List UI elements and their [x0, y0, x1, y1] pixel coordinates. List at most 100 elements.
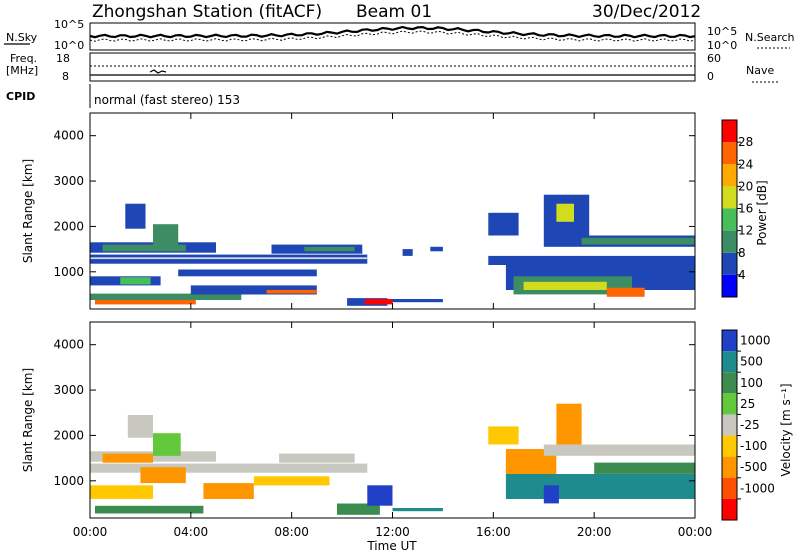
- nave-label: Nave: [746, 64, 774, 77]
- noise-tick-lo-left: 10^0: [54, 39, 84, 52]
- velocity-colorbar-band: [722, 477, 737, 499]
- power-patch: [90, 293, 242, 300]
- power-patch: [606, 287, 645, 297]
- freq-unit-label: [MHz]: [6, 64, 38, 77]
- power-colorbar: 4 8 12 16 20 24 28: [721, 119, 753, 298]
- velocity-xtick-label: 08:00: [274, 525, 309, 539]
- velocity-xtick-label: 04:00: [174, 525, 209, 539]
- power-colorbar-tick-label: 16: [738, 202, 753, 216]
- power-colorbar-tick-label: 4: [738, 268, 746, 282]
- power-colorbar-band: [722, 252, 737, 275]
- velocity-patch: [556, 403, 582, 445]
- power-patch: [125, 203, 146, 229]
- velocity-colorbar: 1000 500 100 25 -25 -100 -500 -1000: [721, 329, 775, 521]
- velocity-patch: [90, 463, 368, 473]
- velocity-colorbar-band: [722, 414, 737, 436]
- noise-sky-line: [89, 25, 696, 39]
- power-colorbar-tick-label: 20: [738, 179, 753, 193]
- velocity-colorbar-label: Velocity [m s⁻¹]: [779, 383, 793, 476]
- noise-panel: N.Sky 10^5 10^0 10^5 10^0 N.Search: [4, 18, 795, 52]
- velocity-patch: [90, 485, 153, 499]
- velocity-panel: 1000 2000 3000 4000 00:00 04:00 08:00 12:00 16:…: [21, 321, 713, 553]
- velocity-patch: [505, 474, 695, 499]
- power-colorbar-tick-label: 28: [738, 135, 753, 149]
- velocity-colorbar-band: [722, 393, 737, 415]
- nsearch-label: N.Search: [745, 31, 795, 44]
- velocity-colorbar-tick-label: 500: [740, 355, 763, 369]
- freq-panel-frame: [89, 52, 696, 82]
- power-patch: [488, 255, 695, 265]
- power-colorbar-band: [722, 120, 737, 143]
- power-ytick-label: 2000: [53, 219, 84, 233]
- power-colorbar-tick-label: 8: [738, 246, 746, 260]
- cpid-text: normal (fast stereo) 153: [94, 93, 240, 107]
- velocity-patch: [594, 462, 695, 474]
- velocity-patch: [543, 444, 696, 456]
- power-patch: [556, 203, 574, 222]
- velocity-colorbar-frame: [721, 329, 738, 521]
- power-patch: [304, 246, 355, 252]
- power-patch: [190, 285, 317, 295]
- velocity-patch: [102, 453, 153, 463]
- nave-tick-hi: 60: [707, 52, 721, 65]
- freq-tick-hi: 18: [56, 52, 70, 65]
- power-colorbar-tick-label: 24: [738, 157, 753, 171]
- power-colorbar-band: [722, 230, 737, 253]
- velocity-yticks: 1000 2000 3000 4000: [53, 338, 695, 488]
- nave-tick-lo: 0: [707, 70, 714, 83]
- velocity-colorbar-tick-label: -1000: [740, 481, 775, 495]
- velocity-colorbar-band: [722, 372, 737, 394]
- power-patch: [402, 249, 413, 256]
- velocity-xtick-label: 16:00: [476, 525, 511, 539]
- power-ytick-label: 3000: [53, 174, 84, 188]
- velocity-patch: [279, 453, 355, 463]
- velocity-ytick-label: 2000: [53, 428, 84, 442]
- power-patch: [95, 299, 196, 305]
- velocity-patch: [367, 485, 393, 506]
- velocity-patch: [543, 485, 559, 504]
- velocity-patch: [488, 426, 519, 445]
- nsky-label: N.Sky: [6, 31, 38, 44]
- power-colorbar-band: [722, 274, 737, 297]
- power-patches: [90, 194, 696, 306]
- velocity-patch: [140, 467, 186, 484]
- velocity-colorbar-band: [722, 456, 737, 478]
- velocity-ytick-label: 1000: [53, 474, 84, 488]
- velocity-patch: [95, 505, 204, 514]
- power-ylabel: Slant Range [km]: [21, 159, 35, 263]
- freq-label: Freq.: [10, 52, 37, 65]
- velocity-patch: [392, 508, 443, 512]
- velocity-ytick-label: 4000: [53, 338, 84, 352]
- power-ytick-label: 1000: [53, 265, 84, 279]
- power-patch: [581, 237, 695, 245]
- velocity-colorbar-band: [722, 435, 737, 457]
- velocity-colorbar-band: [722, 330, 737, 352]
- velocity-patch: [153, 433, 181, 456]
- noise-search-line: [89, 30, 696, 42]
- power-patch: [488, 212, 519, 236]
- velocity-xtick-label: 00:00: [73, 525, 108, 539]
- power-patch: [178, 269, 317, 277]
- power-patch: [392, 299, 443, 303]
- power-colorbar-label: Power [dB]: [755, 180, 769, 245]
- velocity-colorbar-tick-label: -500: [740, 460, 767, 474]
- power-colorbar-tick-label: 12: [738, 224, 753, 238]
- velocity-colorbar-tick-label: 25: [740, 397, 755, 411]
- velocity-patch: [253, 476, 330, 486]
- power-yticks: 1000 2000 3000 4000: [53, 129, 695, 279]
- beam-title: Beam 01: [356, 2, 432, 22]
- power-patch: [430, 246, 443, 252]
- velocity-xtick-label: 12:00: [375, 525, 410, 539]
- power-patch: [90, 257, 368, 260]
- power-ytick-label: 4000: [53, 129, 84, 143]
- noise-tick-hi-left: 10^5: [54, 18, 84, 31]
- power-panel: 1000 2000 3000 4000 Slant Range [km]: [21, 112, 696, 310]
- freq-tick-lo: 8: [62, 70, 69, 83]
- velocity-colorbar-tick-label: -25: [740, 418, 760, 432]
- velocity-xtick-label: 00:00: [678, 525, 713, 539]
- power-patch: [266, 289, 317, 294]
- time-xlabel: Time UT: [366, 539, 417, 553]
- velocity-ylabel: Slant Range [km]: [21, 368, 35, 472]
- freq-panel: Freq. [MHz] 18 8 60 0 Nave: [6, 52, 778, 83]
